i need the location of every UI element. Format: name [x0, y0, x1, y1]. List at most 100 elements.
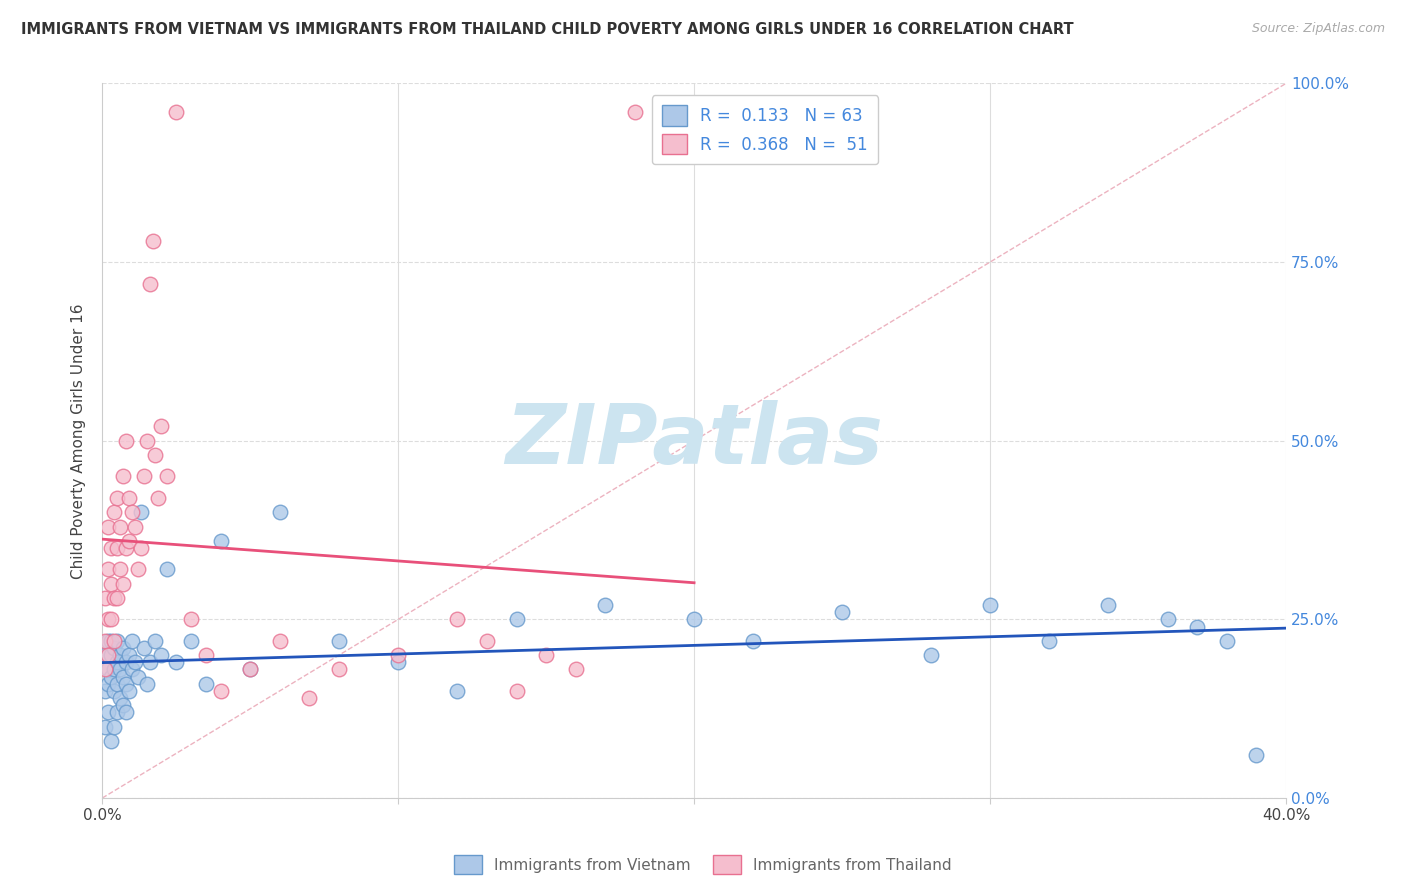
Point [94, 648, 117, 662]
Point [100, 669, 122, 683]
Point [742, 633, 765, 648]
Point [180, 633, 202, 648]
Point [105, 591, 128, 605]
Point [446, 612, 468, 626]
Point [121, 633, 143, 648]
Point [194, 648, 217, 662]
Point [1156, 612, 1178, 626]
Point [103, 640, 125, 655]
Point [105, 633, 128, 648]
Point [115, 706, 138, 720]
Point [111, 469, 134, 483]
Point [97, 706, 120, 720]
Point [127, 562, 149, 576]
Point [150, 648, 173, 662]
Point [209, 684, 232, 698]
Point [100, 734, 122, 748]
Point [97, 612, 120, 626]
Point [124, 519, 146, 533]
Point [1246, 748, 1268, 763]
Point [534, 648, 557, 662]
Point [97, 562, 120, 576]
Point [97, 648, 120, 662]
Point [150, 419, 173, 434]
Point [165, 105, 187, 120]
Point [115, 434, 138, 448]
Point [118, 491, 141, 505]
Point [105, 706, 128, 720]
Point [132, 469, 155, 483]
Point [1038, 633, 1060, 648]
Point [105, 541, 128, 555]
Point [148, 491, 170, 505]
Y-axis label: Child Poverty Among Girls Under 16: Child Poverty Among Girls Under 16 [72, 303, 86, 579]
Point [108, 562, 131, 576]
Point [118, 533, 141, 548]
Point [505, 684, 527, 698]
Point [103, 684, 125, 698]
Point [135, 677, 157, 691]
Text: ZIPatlas: ZIPatlas [505, 401, 883, 482]
Point [446, 684, 468, 698]
Point [94, 633, 117, 648]
Legend: Immigrants from Vietnam, Immigrants from Thailand: Immigrants from Vietnam, Immigrants from… [449, 849, 957, 880]
Point [145, 448, 167, 462]
Point [105, 677, 128, 691]
Point [103, 720, 125, 734]
Point [831, 605, 853, 619]
Point [115, 541, 138, 555]
Point [298, 691, 321, 706]
Point [103, 591, 125, 605]
Point [103, 505, 125, 519]
Point [118, 684, 141, 698]
Point [328, 662, 350, 676]
Point [180, 612, 202, 626]
Point [97, 677, 120, 691]
Point [97, 662, 120, 676]
Point [624, 105, 647, 120]
Point [118, 648, 141, 662]
Point [100, 648, 122, 662]
Text: IMMIGRANTS FROM VIETNAM VS IMMIGRANTS FROM THAILAND CHILD POVERTY AMONG GIRLS UN: IMMIGRANTS FROM VIETNAM VS IMMIGRANTS FR… [21, 22, 1074, 37]
Point [194, 677, 217, 691]
Point [920, 648, 942, 662]
Point [129, 541, 152, 555]
Point [138, 277, 160, 291]
Point [100, 541, 122, 555]
Point [121, 662, 143, 676]
Point [1216, 633, 1239, 648]
Point [505, 612, 527, 626]
Point [108, 648, 131, 662]
Point [115, 655, 138, 669]
Point [97, 633, 120, 648]
Point [239, 662, 262, 676]
Point [1097, 598, 1119, 612]
Point [103, 633, 125, 648]
Point [138, 655, 160, 669]
Point [100, 576, 122, 591]
Point [141, 234, 163, 248]
Point [94, 591, 117, 605]
Point [156, 562, 179, 576]
Point [387, 655, 409, 669]
Point [97, 519, 120, 533]
Point [103, 662, 125, 676]
Point [145, 633, 167, 648]
Point [100, 633, 122, 648]
Point [239, 662, 262, 676]
Point [108, 691, 131, 706]
Point [105, 655, 128, 669]
Point [328, 633, 350, 648]
Point [115, 677, 138, 691]
Point [564, 662, 586, 676]
Point [683, 612, 706, 626]
Point [108, 519, 131, 533]
Point [100, 612, 122, 626]
Legend: R =  0.133   N = 63, R =  0.368   N =  51: R = 0.133 N = 63, R = 0.368 N = 51 [652, 95, 879, 164]
Point [132, 640, 155, 655]
Point [475, 633, 498, 648]
Point [94, 684, 117, 698]
Point [111, 669, 134, 683]
Point [269, 633, 291, 648]
Point [121, 505, 143, 519]
